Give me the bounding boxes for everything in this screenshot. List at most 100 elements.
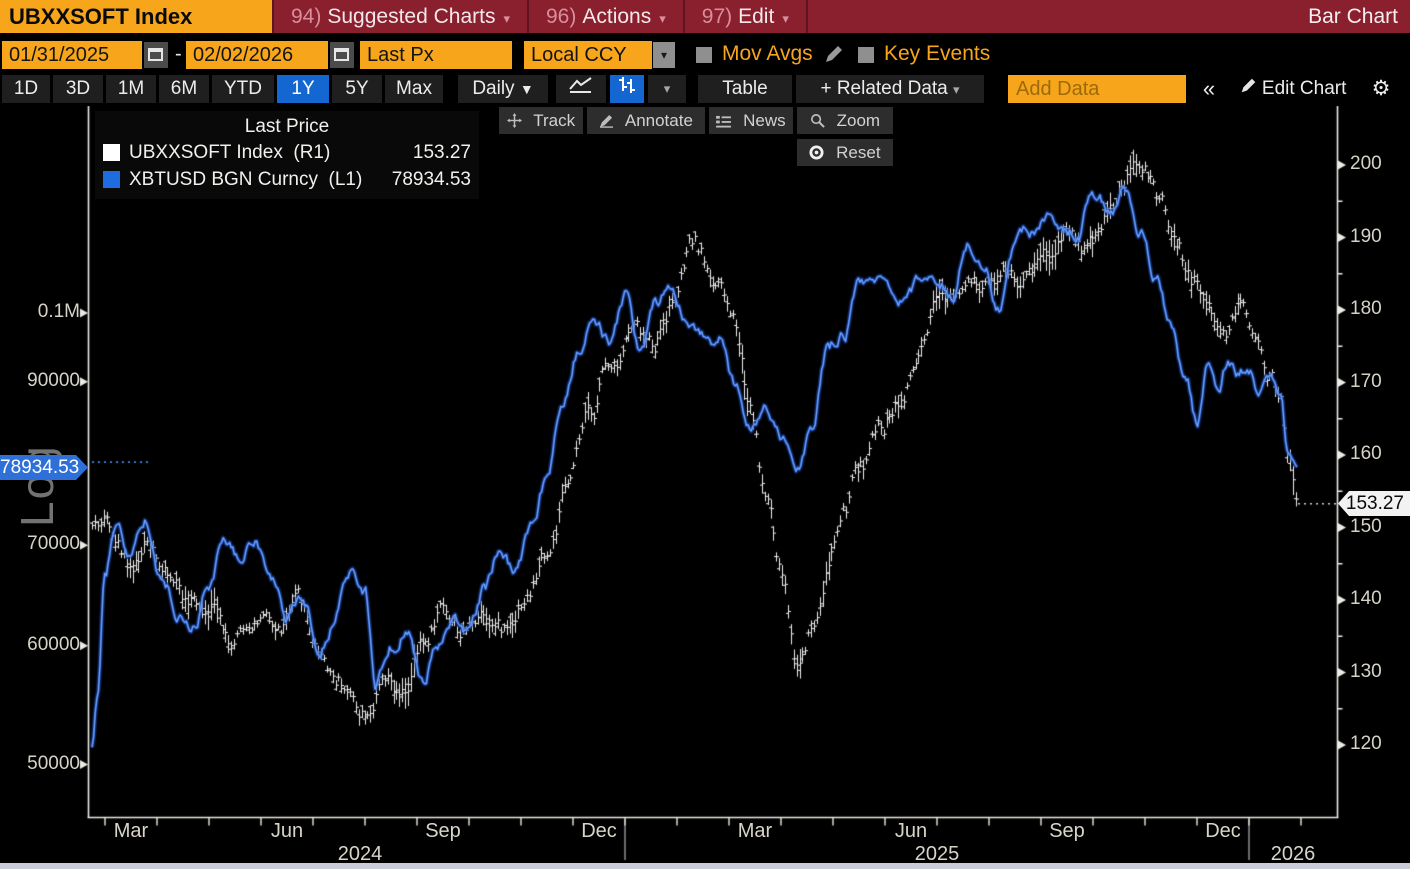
- legend-swatch: [103, 144, 120, 161]
- legend-title: Last Price: [244, 116, 330, 137]
- right-axis-tick-label: 170: [1350, 370, 1382, 392]
- table-button[interactable]: Table: [698, 75, 792, 103]
- right-axis-tick-label: 130: [1350, 660, 1382, 682]
- x-axis-month-label: Dec: [581, 820, 617, 842]
- track-crosshair-icon: [506, 113, 522, 128]
- key-events-checkbox[interactable]: [858, 47, 874, 63]
- chart-toolbar: 1D 3D 1M 6M YTD 1Y 5Y Max Daily ▼ ▾ Table + Rel…: [0, 72, 1410, 106]
- right-axis-tick-label: 140: [1350, 588, 1382, 609]
- tab-6m[interactable]: 6M: [159, 75, 209, 103]
- magnifier-icon: [810, 114, 825, 128]
- menu-label: Actions: [582, 5, 652, 28]
- legend-series-value: 78934.53: [391, 168, 471, 190]
- tab-1y[interactable]: 1Y: [277, 75, 329, 103]
- menu-items: 94) Suggested Charts ▾ 96) Actions ▾ 97) Edit ▾: [272, 0, 808, 33]
- x-axis-month-label: Mar: [113, 820, 149, 842]
- reset-icon: [809, 145, 824, 160]
- menu-bar: UBXXSOFT Index 94) Suggested Charts ▾ 96) Ac…: [0, 0, 1410, 33]
- tab-1d[interactable]: 1D: [2, 75, 50, 103]
- price-type-field[interactable]: Last Px: [360, 41, 512, 69]
- legend-series-name: XBTUSD BGN Curncy (L1): [129, 168, 363, 190]
- mov-avgs-label: Mov Avgs: [722, 42, 813, 65]
- date-range-separator: -: [175, 43, 182, 65]
- chart-type-more-dropdown[interactable]: ▾: [648, 75, 686, 103]
- right-axis-tick-label: 200: [1350, 153, 1382, 174]
- mov-avgs-pencil-icon[interactable]: [822, 44, 844, 66]
- related-data-dropdown[interactable]: + Related Data ▾: [796, 75, 984, 103]
- left-axis-tick-label: 70000: [27, 533, 80, 555]
- menu-number: 94): [291, 5, 322, 28]
- menu-edit[interactable]: 97) Edit ▾: [685, 0, 808, 33]
- chart-settings-gear-button[interactable]: ⚙: [1371, 77, 1391, 100]
- menu-label: Edit: [738, 5, 775, 28]
- zoom-button[interactable]: Zoom: [797, 107, 893, 134]
- line-chart-type-button[interactable]: [556, 75, 606, 103]
- legend-rows: UBXXSOFT Index (R1) 153.27 XBTUSD BGN Curn…: [103, 139, 471, 193]
- date-to-calendar-button[interactable]: [330, 42, 354, 68]
- ohlc-bar-chart-type-button[interactable]: [610, 75, 644, 103]
- currency-field[interactable]: Local CCY: [524, 41, 652, 69]
- legend-series-name: UBXXSOFT Index (R1): [129, 141, 331, 163]
- date-from-calendar-button[interactable]: [144, 42, 168, 68]
- x-axis-month-label: Dec: [1205, 820, 1241, 842]
- caret-down-icon: ▾: [659, 11, 666, 26]
- caret-down-icon: ▾: [503, 11, 510, 26]
- legend-series-xbtusd-bgn-curncy: XBTUSD BGN Curncy (L1) 78934.53: [103, 166, 471, 193]
- legend-swatch: [103, 171, 120, 188]
- menu-actions[interactable]: 96) Actions ▾: [529, 0, 685, 33]
- caret-down-icon: ▼: [519, 81, 534, 97]
- tab-5y[interactable]: 5Y: [332, 75, 382, 103]
- x-axis-month-label: Mar: [737, 820, 773, 842]
- tab-1m[interactable]: 1M: [106, 75, 156, 103]
- x-axis-year-label: 2026: [1270, 843, 1316, 865]
- right-axis-tick-label: 120: [1350, 733, 1382, 754]
- legend-series-value: 153.27: [412, 141, 471, 163]
- tab-max[interactable]: Max: [385, 75, 443, 103]
- collapse-panel-button[interactable]: «: [1202, 76, 1216, 101]
- track-button[interactable]: Track: [499, 107, 583, 134]
- field-bar: 01/31/2025 - 02/02/2026 Last Px Local CC…: [0, 38, 1410, 72]
- add-data-input[interactable]: [1008, 75, 1186, 103]
- caret-down-icon: ▾: [953, 82, 960, 97]
- last-price-badge-right: 153.27: [1338, 491, 1410, 516]
- plus-icon: +: [820, 78, 832, 99]
- log-scale-label: Log: [11, 444, 63, 527]
- window-bottom-edge: [0, 863, 1410, 869]
- date-to-field[interactable]: 02/02/2026: [186, 41, 328, 69]
- calendar-icon: [334, 48, 349, 61]
- menu-suggested-charts[interactable]: 94) Suggested Charts ▾: [272, 0, 529, 33]
- annotate-button[interactable]: Annotate: [587, 107, 705, 134]
- menu-number: 96): [546, 5, 577, 28]
- mov-avgs-checkbox[interactable]: [696, 47, 712, 63]
- right-axis-tick-label: 150: [1350, 515, 1382, 537]
- left-axis-tick-label: 90000: [27, 369, 80, 391]
- menu-number: 97): [701, 5, 733, 28]
- currency-dropdown-button[interactable]: ▾: [653, 42, 675, 68]
- news-button[interactable]: News: [709, 107, 793, 134]
- key-events-label: Key Events: [884, 42, 991, 65]
- reset-button[interactable]: Reset: [797, 139, 893, 166]
- calendar-icon: [148, 48, 163, 61]
- line-chart-icon: [569, 77, 592, 93]
- x-axis-month-label: Jun: [270, 820, 304, 842]
- x-axis-year-label: 2025: [914, 843, 960, 865]
- right-axis-tick-label: 160: [1350, 443, 1382, 464]
- left-axis-tick-label: 60000: [27, 633, 80, 655]
- ticker-field[interactable]: UBXXSOFT Index: [0, 0, 272, 33]
- caret-down-icon: ▾: [782, 11, 789, 26]
- tab-3d[interactable]: 3D: [53, 75, 103, 103]
- last-price-badge-left: 78934.53: [0, 455, 88, 480]
- right-axis-tick-label: 190: [1350, 225, 1382, 247]
- left-axis-tick-label: 0.1M: [37, 301, 80, 322]
- edit-chart-button[interactable]: Edit Chart: [1228, 75, 1358, 103]
- x-axis-year-label: 2024: [337, 843, 383, 865]
- tab-ytd[interactable]: YTD: [212, 75, 274, 103]
- date-from-field[interactable]: 01/31/2025: [2, 41, 142, 69]
- frequency-dropdown[interactable]: Daily ▼: [458, 75, 548, 103]
- news-list-icon: [716, 115, 732, 128]
- right-axis-tick-label: 180: [1350, 298, 1382, 319]
- x-axis-month-label: Jun: [894, 820, 928, 842]
- annotate-pencil-icon: [600, 115, 614, 128]
- left-axis-tick-label: 50000: [27, 752, 80, 774]
